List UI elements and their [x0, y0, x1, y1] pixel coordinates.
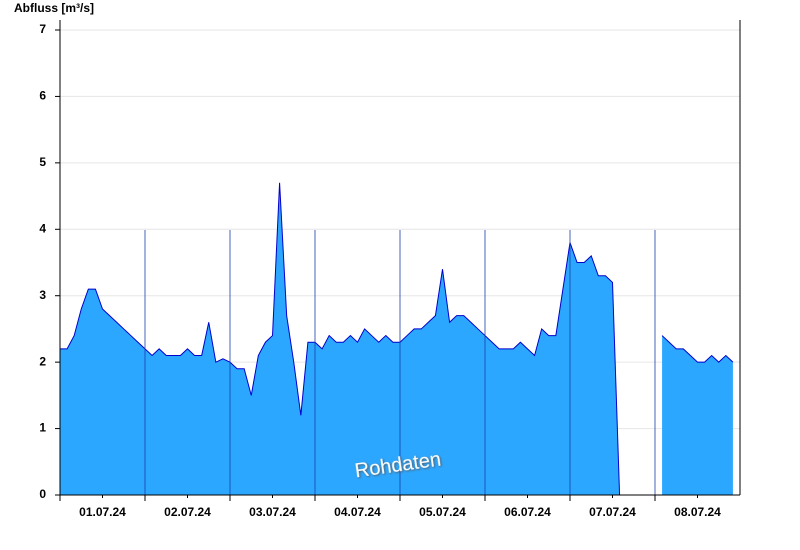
x-tick-label: 08.07.24 [674, 505, 721, 519]
line [60, 182, 621, 496]
line [661, 335, 734, 363]
y-tick-label: 1 [39, 421, 46, 435]
x-tick-label: 05.07.24 [419, 505, 466, 519]
area [60, 182, 620, 496]
area [662, 335, 733, 495]
x-tick-label: 03.07.24 [249, 505, 296, 519]
y-tick-label: 4 [39, 221, 46, 235]
x-tick-label: 07.07.24 [589, 505, 636, 519]
x-tick-label: 04.07.24 [334, 505, 381, 519]
y-tick-label: 5 [39, 155, 46, 169]
y-tick-label: 0 [39, 487, 46, 501]
x-tick-label: 01.07.24 [79, 505, 126, 519]
y-tick-label: 7 [39, 22, 46, 36]
y-tick-label: 2 [39, 354, 46, 368]
x-tick-label: 02.07.24 [164, 505, 211, 519]
chart-title: Abfluss [m³/s] [14, 1, 94, 15]
y-tick-label: 3 [39, 288, 46, 302]
y-tick-label: 6 [39, 89, 46, 103]
x-tick-label: 06.07.24 [504, 505, 551, 519]
